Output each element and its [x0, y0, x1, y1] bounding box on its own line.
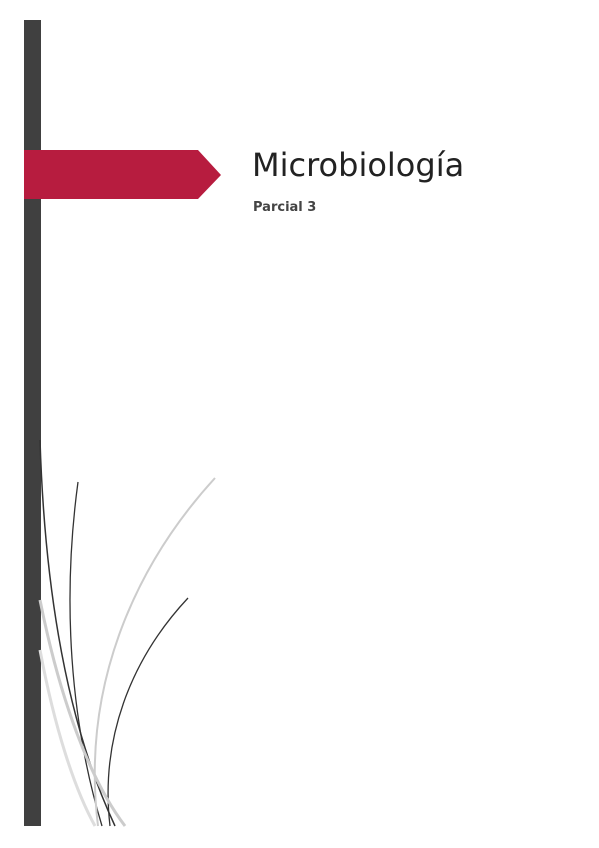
banner — [24, 150, 221, 199]
swirls — [38, 439, 216, 827]
vertical-bar — [24, 20, 41, 826]
title: Microbiología — [252, 146, 465, 184]
subtitle: Parcial 3 — [253, 200, 317, 215]
